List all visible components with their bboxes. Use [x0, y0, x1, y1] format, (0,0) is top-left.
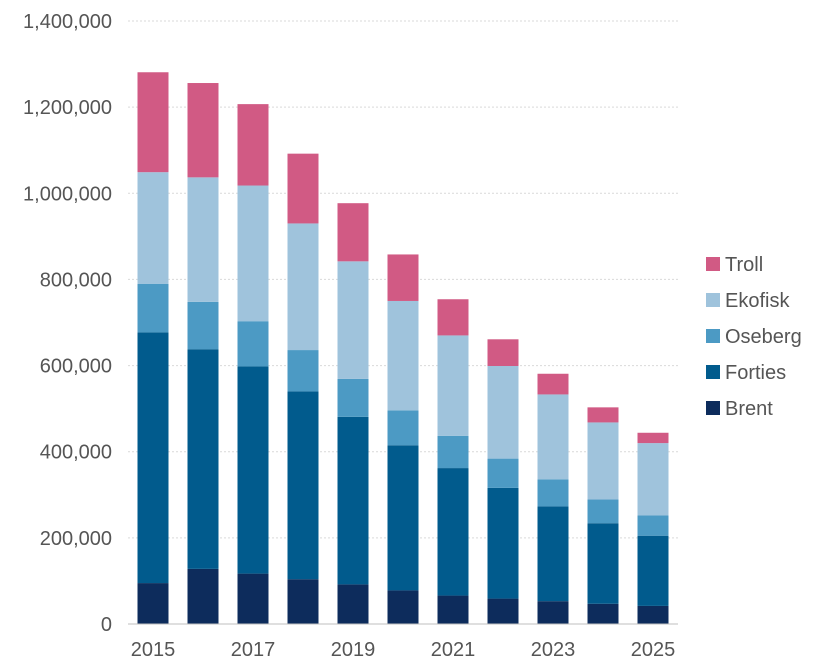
- y-tick-label: 400,000: [40, 442, 112, 464]
- legend-swatch-oseberg: [706, 329, 720, 343]
- bar-segment-ekofisk: [387, 300, 419, 411]
- bar-segment-troll: [487, 339, 519, 367]
- bar-segment-troll: [137, 72, 169, 173]
- bar-segment-brent: [537, 601, 569, 624]
- legend-label-forties: Forties: [725, 362, 786, 384]
- y-tick-label: 0: [101, 614, 112, 636]
- legend-label-ekofisk: Ekofisk: [725, 290, 790, 312]
- x-tick-label: 2015: [131, 639, 176, 661]
- legend-label-oseberg: Oseberg: [725, 326, 802, 348]
- bar-segment-forties: [437, 468, 469, 596]
- y-tick-label: 1,000,000: [23, 183, 112, 205]
- bar-segment-brent: [237, 573, 269, 624]
- x-tick-label: 2021: [431, 639, 476, 661]
- bar-segment-ekofisk: [537, 394, 569, 480]
- x-tick-label: 2019: [331, 639, 376, 661]
- bar-segment-brent: [437, 595, 469, 624]
- bar-segment-oseberg: [387, 410, 419, 446]
- bar-segment-oseberg: [537, 479, 569, 507]
- bar-segment-troll: [287, 153, 319, 224]
- bar-segment-troll: [187, 83, 219, 178]
- bar-segment-oseberg: [437, 435, 469, 469]
- bar-segment-ekofisk: [437, 335, 469, 436]
- bar-segment-forties: [287, 391, 319, 580]
- bar-segment-troll: [237, 104, 269, 186]
- x-tick-label: 2025: [631, 639, 676, 661]
- y-tick-label: 800,000: [40, 269, 112, 291]
- bar-segment-oseberg: [287, 350, 319, 392]
- legend-swatch-ekofisk: [706, 293, 720, 307]
- bar-segment-ekofisk: [337, 261, 369, 379]
- bar-segment-forties: [137, 332, 169, 584]
- bar-segment-brent: [337, 584, 369, 624]
- bar-segment-ekofisk: [287, 223, 319, 351]
- legend-label-troll: Troll: [725, 254, 763, 276]
- bar-segment-oseberg: [487, 458, 519, 488]
- bar-segment-troll: [637, 432, 669, 444]
- bar-segment-forties: [537, 506, 569, 602]
- bar-segment-troll: [337, 203, 369, 262]
- bar-segment-oseberg: [587, 499, 619, 524]
- bar-segment-brent: [137, 583, 169, 624]
- bar-segment-oseberg: [237, 321, 269, 367]
- bar-segment-ekofisk: [237, 185, 269, 322]
- bar-segment-brent: [587, 603, 619, 624]
- bar-segment-oseberg: [187, 301, 219, 350]
- bar-segment-troll: [537, 373, 569, 395]
- axes: 0 200,000 400,000 600,000 800,000 1,000,000 1,…: [23, 11, 678, 661]
- bar-segment-forties: [187, 349, 219, 569]
- bar-segment-brent: [187, 568, 219, 624]
- bar-segment-troll: [437, 299, 469, 336]
- bar-segment-brent: [287, 579, 319, 624]
- legend-label-brent: Brent: [725, 398, 773, 420]
- y-tick-label: 600,000: [40, 356, 112, 378]
- y-tick-label: 200,000: [40, 528, 112, 550]
- bar-segment-troll: [387, 254, 419, 301]
- bar-segment-forties: [337, 416, 369, 585]
- bar-segment-oseberg: [337, 378, 369, 417]
- legend: Troll Ekofisk Oseberg Forties Brent: [706, 254, 802, 420]
- bar-segment-brent: [637, 605, 669, 624]
- legend-swatch-forties: [706, 365, 720, 379]
- bar-segment-oseberg: [637, 515, 669, 536]
- bar-segment-forties: [637, 535, 669, 606]
- bar-segment-forties: [387, 445, 419, 591]
- x-tick-label: 2023: [531, 639, 576, 661]
- bar-segment-ekofisk: [637, 443, 669, 516]
- bar-segment-ekofisk: [587, 422, 619, 500]
- bar-stacks: [137, 72, 669, 624]
- legend-swatch-brent: [706, 401, 720, 415]
- bar-segment-ekofisk: [137, 172, 169, 284]
- y-tick-label: 1,400,000: [23, 11, 112, 33]
- bar-segment-oseberg: [137, 283, 169, 333]
- bar-segment-forties: [237, 366, 269, 574]
- bar-segment-forties: [487, 487, 519, 599]
- bar-segment-brent: [487, 598, 519, 624]
- bar-segment-forties: [587, 523, 619, 604]
- bar-segment-ekofisk: [187, 177, 219, 302]
- bar-segment-ekofisk: [487, 366, 519, 459]
- bar-segment-brent: [387, 590, 419, 624]
- legend-swatch-troll: [706, 257, 720, 271]
- x-tick-label: 2017: [231, 639, 276, 661]
- bar-segment-troll: [587, 407, 619, 423]
- y-tick-label: 1,200,000: [23, 97, 112, 119]
